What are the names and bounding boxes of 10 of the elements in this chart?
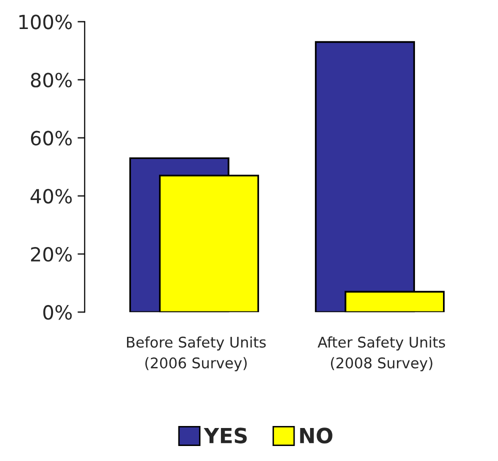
y-tick-label: 20% (31, 246, 72, 262)
x-tick-label: Before Safety Units (2006 Survey) (127, 336, 266, 372)
x-tick-label: After Safety Units (2008 Survey) (318, 336, 446, 372)
y-tick-label: 60% (30, 130, 72, 146)
y-tick-label: 40% (30, 188, 72, 204)
legend-label: NO (300, 428, 332, 444)
y-tick-label: 0% (43, 305, 72, 320)
y-tick-label: 80% (30, 72, 72, 88)
legend-label: YES (204, 428, 247, 444)
y-tick-label: 100% (19, 14, 72, 30)
